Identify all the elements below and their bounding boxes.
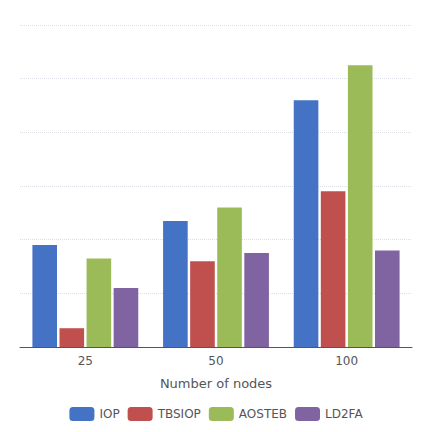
svg-text:LD2FA: LD2FA <box>325 407 363 421</box>
svg-text:Number of nodes: Number of nodes <box>160 376 272 391</box>
svg-text:TBSIOP: TBSIOP <box>157 407 201 421</box>
svg-text:50: 50 <box>208 354 223 368</box>
svg-text:AOSTEB: AOSTEB <box>239 407 287 421</box>
svg-text:100: 100 <box>335 354 358 368</box>
svg-text:25: 25 <box>78 354 93 368</box>
svg-text:IOP: IOP <box>99 407 119 421</box>
